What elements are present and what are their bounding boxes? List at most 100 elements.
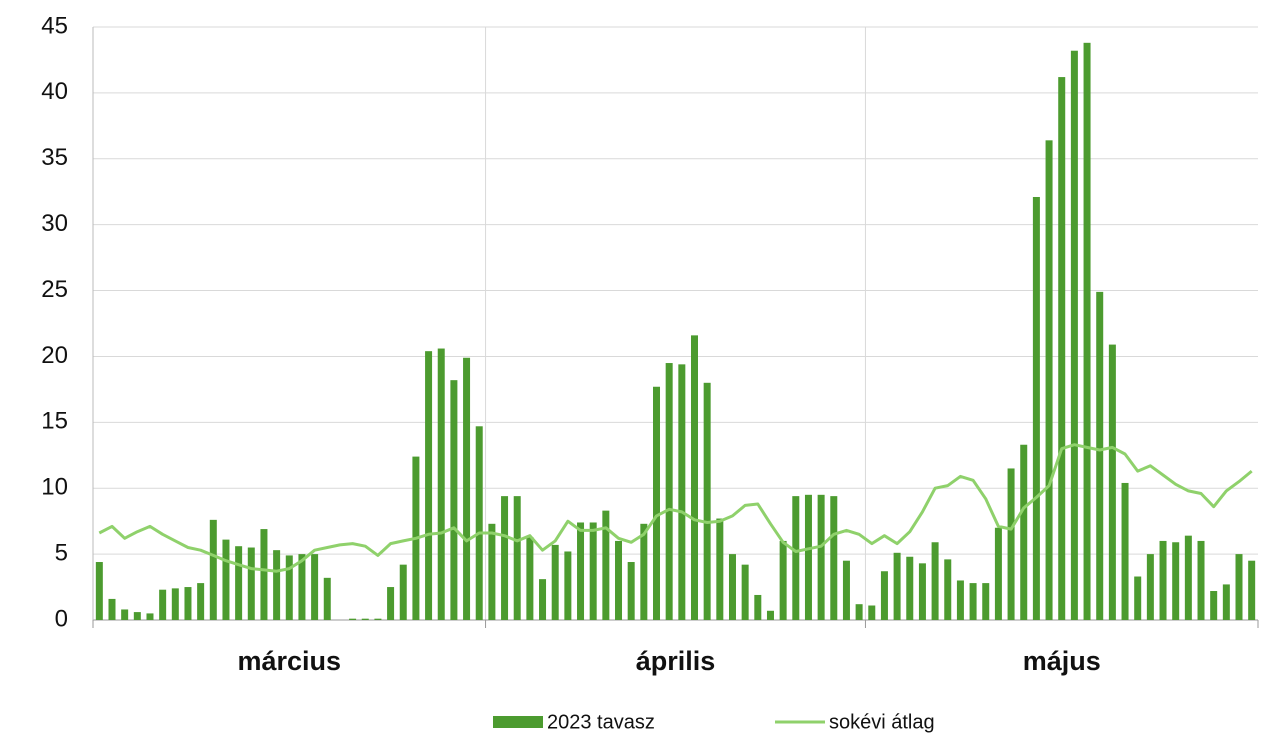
bar <box>1007 468 1015 620</box>
bar <box>1134 576 1142 620</box>
bar <box>703 382 711 620</box>
legend-label: sokévi átlag <box>829 711 935 733</box>
legend-label: 2023 tavasz <box>547 711 655 733</box>
bar <box>906 556 914 620</box>
bar <box>349 618 357 620</box>
y-tick-label: 35 <box>41 144 68 171</box>
bar <box>374 618 382 620</box>
bar <box>475 426 483 620</box>
bar <box>425 351 433 620</box>
bar <box>1184 535 1192 620</box>
bar <box>361 618 369 620</box>
bar <box>1058 77 1066 620</box>
bar <box>754 594 762 620</box>
bar <box>716 518 724 620</box>
bar <box>1032 196 1040 620</box>
month-label: április <box>636 646 716 676</box>
bar <box>1146 554 1154 620</box>
bar <box>1172 542 1180 620</box>
bar <box>1159 540 1167 620</box>
bar <box>956 580 964 620</box>
bar <box>1121 482 1129 620</box>
bar <box>817 494 825 620</box>
y-tick-label: 5 <box>55 539 68 566</box>
bar <box>969 583 977 620</box>
bar <box>247 547 255 620</box>
month-label: március <box>237 646 341 676</box>
bar <box>526 536 534 620</box>
bar <box>602 510 610 620</box>
bar <box>792 496 800 620</box>
bar <box>171 588 179 620</box>
bar <box>539 579 547 620</box>
bar <box>108 598 116 620</box>
bar <box>615 540 623 620</box>
bar <box>298 554 306 620</box>
y-tick-label: 0 <box>55 605 68 632</box>
bar <box>741 564 749 620</box>
bar <box>918 563 926 620</box>
bar <box>1020 444 1028 620</box>
bar <box>830 496 838 620</box>
bar <box>640 523 648 620</box>
bar <box>653 386 661 620</box>
y-tick-label: 20 <box>41 342 68 369</box>
bar <box>95 562 103 620</box>
bar <box>285 555 293 620</box>
line <box>98 443 1253 573</box>
bar <box>944 559 952 620</box>
bar <box>804 494 812 620</box>
bar <box>868 605 876 620</box>
bar <box>513 496 521 620</box>
bar <box>463 357 471 620</box>
y-tick-label: 30 <box>41 210 68 237</box>
bar <box>678 364 686 620</box>
bar <box>1096 291 1104 620</box>
bar <box>501 496 509 620</box>
bar <box>222 539 230 620</box>
bar <box>1210 591 1218 620</box>
bar <box>1083 42 1091 620</box>
bar <box>387 587 395 620</box>
legend-swatch <box>493 716 543 728</box>
bar <box>197 583 205 620</box>
bar <box>488 523 496 620</box>
bar <box>665 363 673 620</box>
bar <box>399 564 407 620</box>
month-label: május <box>1023 646 1101 676</box>
y-tick-label: 40 <box>41 78 68 105</box>
bar <box>1070 50 1078 621</box>
bar <box>627 562 635 620</box>
y-tick-label: 15 <box>41 408 68 435</box>
y-tick-label: 45 <box>41 12 68 39</box>
bar <box>437 348 445 620</box>
bar <box>893 552 901 620</box>
bar <box>133 612 141 620</box>
bar <box>589 522 597 620</box>
bar <box>842 560 850 620</box>
bar <box>273 550 281 620</box>
bar <box>121 609 129 620</box>
bar <box>1108 344 1116 620</box>
bar <box>450 380 458 620</box>
bar <box>159 589 167 620</box>
y-tick-label: 10 <box>41 474 68 501</box>
bar <box>1197 540 1205 620</box>
bar <box>855 604 863 620</box>
bar <box>564 551 572 620</box>
bar <box>1235 554 1243 620</box>
bar <box>146 613 154 620</box>
bar <box>728 554 736 620</box>
bar <box>209 519 217 620</box>
bar <box>184 587 192 620</box>
bar <box>260 529 268 620</box>
bar <box>982 583 990 620</box>
bar <box>1248 560 1256 620</box>
bar <box>311 554 319 620</box>
bar <box>577 522 585 620</box>
bar <box>551 544 559 620</box>
bar <box>880 571 888 620</box>
bar <box>994 527 1002 620</box>
bar <box>931 542 939 620</box>
